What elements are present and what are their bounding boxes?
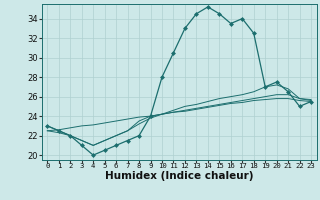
X-axis label: Humidex (Indice chaleur): Humidex (Indice chaleur)	[105, 171, 253, 181]
